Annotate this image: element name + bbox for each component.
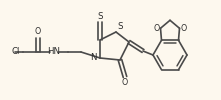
Text: Cl: Cl [12,48,20,56]
Text: O: O [181,24,187,33]
Text: N: N [91,54,97,62]
Text: HN: HN [48,48,61,56]
Text: O: O [122,78,128,87]
Text: S: S [97,12,103,21]
Text: O: O [153,24,160,33]
Text: S: S [117,22,122,31]
Text: O: O [35,27,41,36]
